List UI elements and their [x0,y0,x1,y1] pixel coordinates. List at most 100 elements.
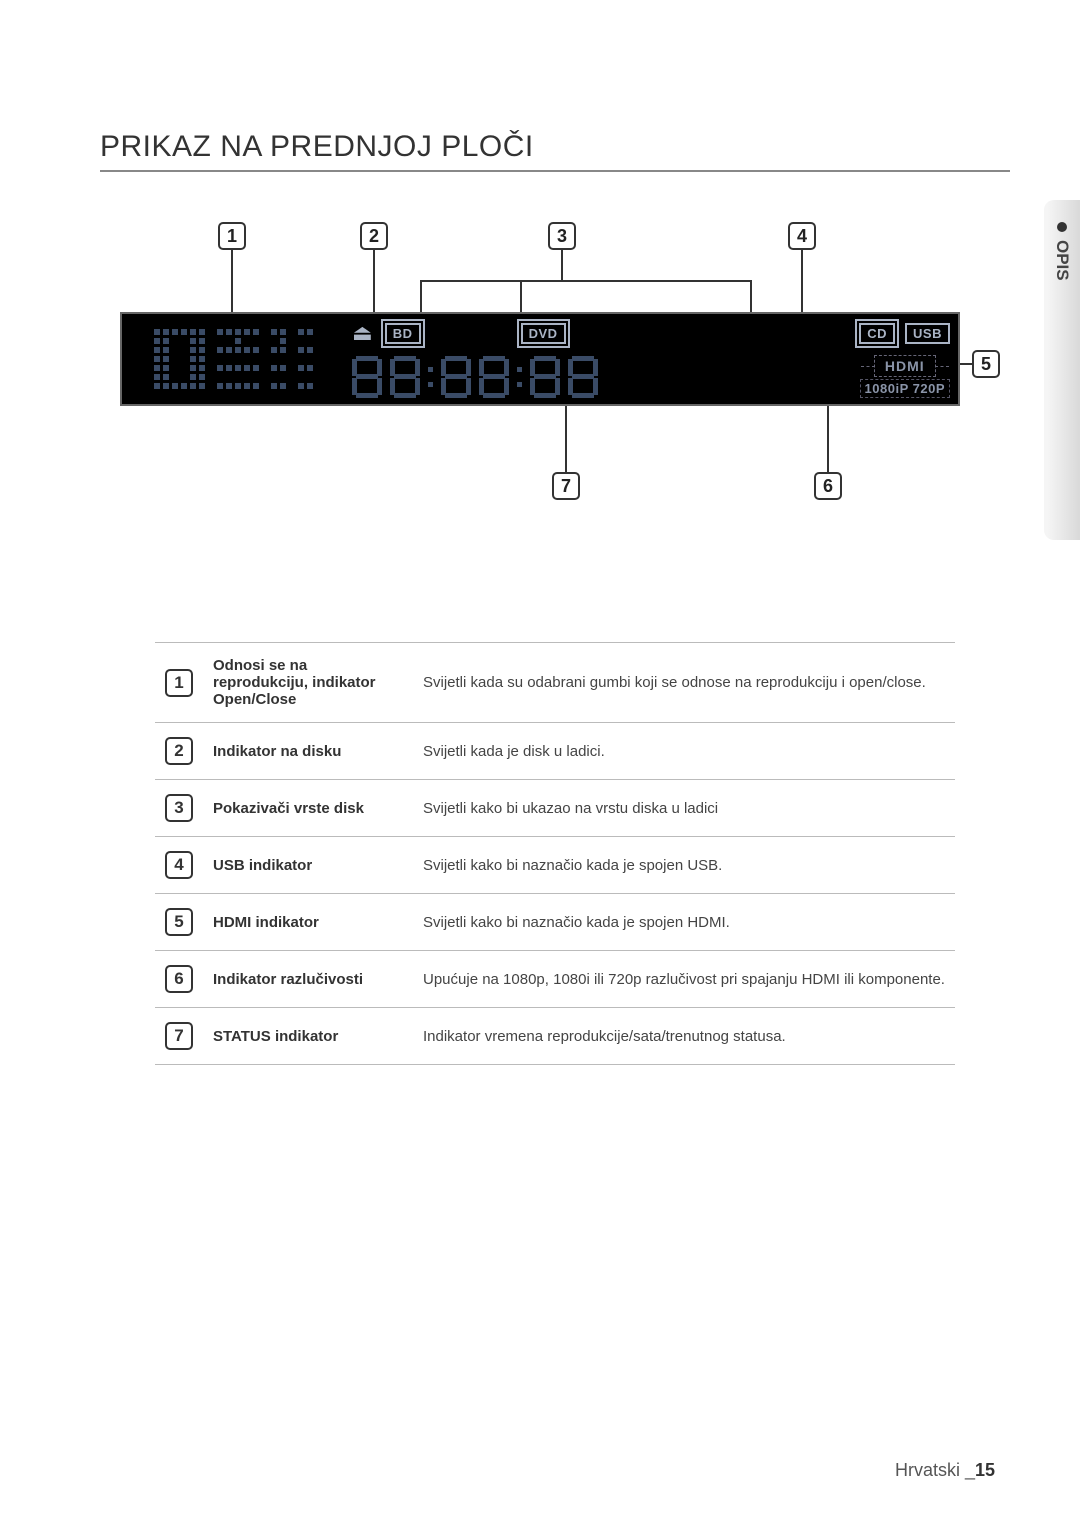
dot [154,329,160,335]
row-num-cell: 1 [155,643,203,723]
seven-seg-digit [568,356,598,398]
dot [271,356,277,362]
dot [208,356,214,362]
dot [271,374,277,380]
row-desc: Svijetli kako bi naznačio kada je spojen… [413,894,955,951]
dot [154,383,160,389]
page-title: PRIKAZ NA PREDNJOJ PLOČI [100,130,1010,172]
table-row: 3 Pokazivači vrste disk Svijetli kako bi… [155,780,955,837]
dot [199,383,205,389]
dot [154,338,160,344]
dot [280,383,286,389]
callout-5: 5 [972,350,1000,378]
seven-seg-digit [441,356,471,398]
dot [298,338,304,344]
lead-4 [801,250,803,312]
dot [307,365,313,371]
dot [280,347,286,353]
lead-2 [373,250,375,312]
row-name: STATUS indikator [203,1008,413,1065]
row-name: Indikator na disku [203,723,413,780]
row-name: Indikator razlučivosti [203,951,413,1008]
dot [235,338,241,344]
row-num-cell: 3 [155,780,203,837]
row-num-cell: 6 [155,951,203,1008]
lead-3c [750,280,752,312]
dot [217,374,223,380]
dot [190,338,196,344]
segment-row: HDMI 1080iP 720P [352,355,950,398]
dot [190,383,196,389]
row-name: HDMI indikator [203,894,413,951]
dot [172,338,178,344]
page: PRIKAZ NA PREDNJOJ PLOČI 1 2 3 4 5 7 6 [0,0,1080,1065]
dot [199,365,205,371]
dot [172,365,178,371]
callout-4-num: 4 [797,226,807,247]
callout-1: 1 [218,222,246,250]
dot [181,356,187,362]
dot [307,329,313,335]
dot [181,374,187,380]
front-panel-diagram: 1 2 3 4 5 7 6 ⏏ BD [120,222,990,552]
dot [253,329,259,335]
seven-seg-digit [390,356,420,398]
dot [235,374,241,380]
dot [289,347,295,353]
row-name: Pokazivači vrste disk [203,780,413,837]
dot [253,338,259,344]
dot [289,338,295,344]
dot [226,356,232,362]
row-num-box: 6 [165,965,193,993]
dot [217,356,223,362]
dot [253,374,259,380]
dot [154,347,160,353]
dot [280,365,286,371]
dot [199,329,205,335]
side-tab-label: OPIS [1052,240,1072,281]
dot [226,329,232,335]
row-num-box: 3 [165,794,193,822]
lead-3a [420,280,422,312]
dot [298,347,304,353]
table-row: 6 Indikator razlučivosti Upućuje na 1080… [155,951,955,1008]
dot [289,383,295,389]
row-desc: Svijetli kako bi ukazao na vrstu diska u… [413,780,955,837]
dot [217,338,223,344]
dot [244,347,250,353]
dot [253,356,259,362]
seven-seg-colon [517,356,522,398]
dot [289,356,295,362]
dot [280,356,286,362]
dot [163,365,169,371]
dot [262,383,268,389]
dot [208,329,214,335]
dot [235,356,241,362]
dot [235,383,241,389]
dot [199,356,205,362]
callout-6: 6 [814,472,842,500]
dot [280,329,286,335]
dot [163,374,169,380]
table-row: 4 USB indikator Svijetli kako bi naznači… [155,837,955,894]
dot [298,374,304,380]
dot-matrix-area [122,314,344,404]
dot [163,347,169,353]
row-num-cell: 2 [155,723,203,780]
dot [172,347,178,353]
dot [190,365,196,371]
row-num-box: 2 [165,737,193,765]
dot [262,374,268,380]
badge-dvd: DVD [521,323,566,344]
dot [172,356,178,362]
row-num-box: 1 [165,669,193,697]
row-num-box: 7 [165,1022,193,1050]
page-footer: Hrvatski _15 [895,1460,995,1481]
dot [154,356,160,362]
lead-3b [520,280,522,312]
badge-row: ⏏ BD DVD CD USB [352,320,950,346]
dot [208,347,214,353]
table-row: 5 HDMI indikator Svijetli kako bi naznač… [155,894,955,951]
dot [181,347,187,353]
dot [181,329,187,335]
